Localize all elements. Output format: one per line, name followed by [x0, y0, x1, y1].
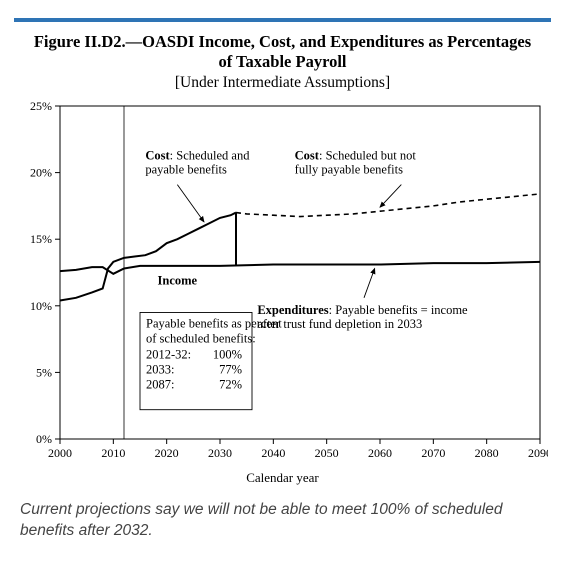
svg-text:Income: Income [157, 273, 197, 287]
svg-text:Cost: Scheduled and: Cost: Scheduled and [145, 148, 250, 162]
svg-text:5%: 5% [36, 365, 52, 379]
svg-text:of scheduled benefits:: of scheduled benefits: [146, 331, 256, 345]
svg-text:2000: 2000 [48, 446, 72, 460]
svg-text:after trust fund depletion in: after trust fund depletion in 2033 [257, 317, 422, 331]
chart: 0% 5% 10% 15% 20% 25% 2000 2010 2020 2030 2040 2050… [18, 98, 548, 486]
svg-text:72%: 72% [219, 377, 242, 391]
svg-text:100%: 100% [212, 347, 241, 361]
svg-text:2040: 2040 [261, 446, 285, 460]
header-rule [14, 18, 551, 22]
svg-text:2033:: 2033: [146, 362, 174, 376]
svg-text:25%: 25% [30, 99, 52, 113]
svg-text:20%: 20% [30, 166, 52, 180]
svg-text:2087:: 2087: [146, 377, 174, 391]
svg-text:2020: 2020 [154, 446, 178, 460]
svg-text:Payable benefits as percent: Payable benefits as percent [146, 316, 282, 330]
svg-text:2010: 2010 [101, 446, 125, 460]
chart-svg: 0% 5% 10% 15% 20% 25% 2000 2010 2020 2030 2040 2050… [18, 98, 548, 463]
svg-text:2080: 2080 [474, 446, 498, 460]
svg-text:2030: 2030 [208, 446, 232, 460]
svg-text:2090: 2090 [528, 446, 548, 460]
svg-text:2060: 2060 [368, 446, 392, 460]
figure-title: Figure II.D2.—OASDI Income, Cost, and Ex… [26, 32, 539, 72]
svg-text:15%: 15% [30, 232, 52, 246]
caption: Current projections say we will not be a… [20, 500, 545, 542]
svg-text:77%: 77% [219, 362, 242, 376]
svg-text:payable benefits: payable benefits [145, 162, 227, 176]
svg-text:2012-32:: 2012-32: [146, 347, 191, 361]
svg-text:0%: 0% [36, 432, 52, 446]
x-axis-label: Calendar year [18, 470, 548, 486]
svg-text:2050: 2050 [314, 446, 338, 460]
figure-subtitle: [Under Intermediate Assumptions] [14, 74, 551, 92]
svg-text:2070: 2070 [421, 446, 445, 460]
svg-text:fully payable benefits: fully payable benefits [294, 162, 402, 176]
svg-text:Cost: Scheduled but not: Cost: Scheduled but not [294, 148, 416, 162]
svg-text:10%: 10% [30, 299, 52, 313]
svg-text:Expenditures: Payable benefits: Expenditures: Payable benefits = income [257, 303, 468, 317]
